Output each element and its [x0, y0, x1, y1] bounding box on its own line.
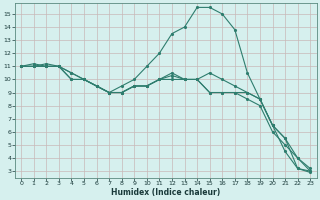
X-axis label: Humidex (Indice chaleur): Humidex (Indice chaleur): [111, 188, 220, 197]
